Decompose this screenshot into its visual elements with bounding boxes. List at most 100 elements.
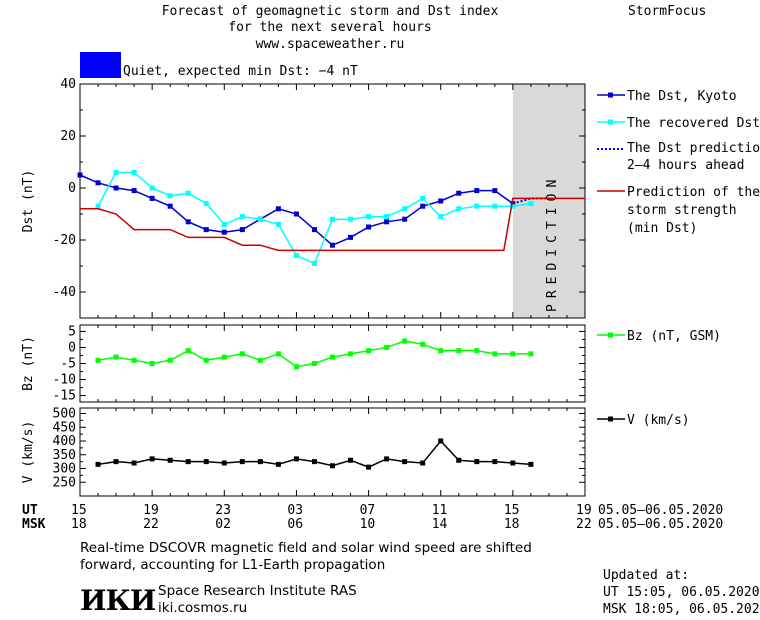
- data-point: [167, 203, 173, 209]
- status-text: Quiet, expected min Dst: −4 nT: [123, 64, 358, 79]
- data-point: [95, 357, 101, 363]
- data-point: [239, 351, 245, 357]
- data-point: [149, 185, 155, 191]
- updated-ut: UT 15:05, 06.05.2020: [603, 585, 760, 600]
- brand-name: StormFocus: [628, 4, 707, 19]
- data-point: [402, 459, 408, 465]
- data-point: [510, 351, 516, 357]
- y-axis-label: Bz (nT): [21, 336, 36, 391]
- data-point: [528, 351, 534, 357]
- data-point: [456, 348, 462, 354]
- data-point: [95, 180, 101, 186]
- y-tick-label: 300: [53, 462, 76, 477]
- legend-marker: [608, 92, 613, 98]
- data-point: [366, 224, 372, 230]
- chart-subtitle: for the next several hours: [228, 20, 432, 35]
- data-point: [131, 357, 137, 363]
- y-tick-label: -40: [53, 285, 76, 300]
- y-tick-label: 0: [68, 340, 76, 355]
- legend-prediction-2: 2–4 hours ahead: [627, 158, 745, 173]
- institute-site[interactable]: iki.cosmos.ru: [158, 600, 248, 616]
- data-point: [474, 348, 480, 354]
- msk-tick-label: 22: [143, 517, 159, 532]
- data-point: [239, 214, 245, 220]
- data-point: [420, 203, 426, 209]
- data-point: [402, 216, 408, 222]
- data-point: [95, 203, 101, 209]
- data-point: [420, 460, 426, 466]
- updated-msk: MSK 18:05, 06.05.2020: [603, 602, 760, 617]
- date-range-msk: 05.05–06.05.2020: [598, 517, 724, 532]
- msk-tick-label: 06: [287, 517, 304, 532]
- data-point: [113, 185, 119, 191]
- data-point: [113, 459, 119, 465]
- data-point: [456, 190, 462, 196]
- data-point: [95, 461, 101, 467]
- data-point: [203, 227, 209, 233]
- ut-label: UT: [22, 503, 38, 518]
- data-point: [185, 219, 191, 225]
- data-point: [474, 459, 480, 465]
- updated-label: Updated at:: [603, 568, 690, 583]
- data-point: [203, 459, 209, 465]
- legend-strength-3: (min Dst): [627, 221, 698, 236]
- y-axis-label: Dst (nT): [21, 170, 36, 233]
- data-point: [293, 211, 299, 217]
- data-point: [167, 193, 173, 199]
- ut-tick-label: 15: [503, 503, 520, 518]
- y-tick-label: 0: [68, 181, 76, 196]
- legend-marker: [608, 416, 613, 422]
- series-line: [80, 197, 585, 252]
- y-tick-label: -5: [60, 357, 76, 372]
- ut-tick-label: 03: [287, 503, 304, 518]
- data-point: [257, 216, 263, 222]
- data-point: [239, 459, 245, 465]
- ut-tick-label: 11: [431, 503, 448, 518]
- data-point: [113, 354, 119, 360]
- data-point: [510, 203, 516, 209]
- msk-label: MSK: [22, 517, 46, 532]
- y-tick-label: 350: [53, 448, 76, 463]
- site-url[interactable]: www.spaceweather.ru: [255, 37, 405, 52]
- msk-tick-label: 02: [215, 517, 231, 532]
- y-tick-label: -20: [53, 233, 76, 248]
- data-point: [402, 206, 408, 212]
- data-point: [528, 201, 534, 207]
- y-tick-label: 450: [53, 420, 76, 435]
- data-point: [239, 227, 245, 233]
- msk-tick-label: 14: [431, 517, 448, 532]
- data-point: [438, 438, 444, 444]
- prediction-label: PREDICTION: [545, 174, 560, 312]
- data-point: [492, 459, 498, 465]
- data-point: [77, 172, 83, 178]
- data-point: [221, 221, 227, 227]
- data-point: [293, 364, 299, 370]
- msk-tick-label: 18: [71, 517, 87, 532]
- series-line: [79, 174, 514, 247]
- data-point: [203, 357, 209, 363]
- legend-v: V (km/s): [627, 413, 690, 428]
- data-point: [275, 461, 281, 467]
- date-range-ut: 05.05–06.05.2020: [598, 503, 724, 518]
- data-point: [456, 206, 462, 212]
- legend-dst-kyoto: The Dst, Kyoto: [627, 89, 737, 104]
- data-point: [221, 354, 227, 360]
- data-point: [492, 351, 498, 357]
- data-point: [456, 457, 462, 463]
- data-point: [203, 201, 209, 207]
- data-point: [257, 459, 263, 465]
- y-axis-label: V (km/s): [21, 421, 36, 484]
- ut-tick-label: 23: [215, 503, 231, 518]
- iki-logo[interactable]: ИКИ: [80, 584, 156, 617]
- y-tick-label: 250: [53, 475, 76, 490]
- data-point: [113, 169, 119, 175]
- msk-tick-label: 18: [503, 517, 520, 532]
- y-tick-label: -15: [53, 389, 76, 404]
- data-point: [311, 260, 317, 266]
- data-point: [474, 203, 480, 209]
- legend-marker: [608, 119, 613, 125]
- data-point: [257, 357, 263, 363]
- data-point: [185, 348, 191, 354]
- data-point: [384, 214, 390, 220]
- data-point: [275, 221, 281, 227]
